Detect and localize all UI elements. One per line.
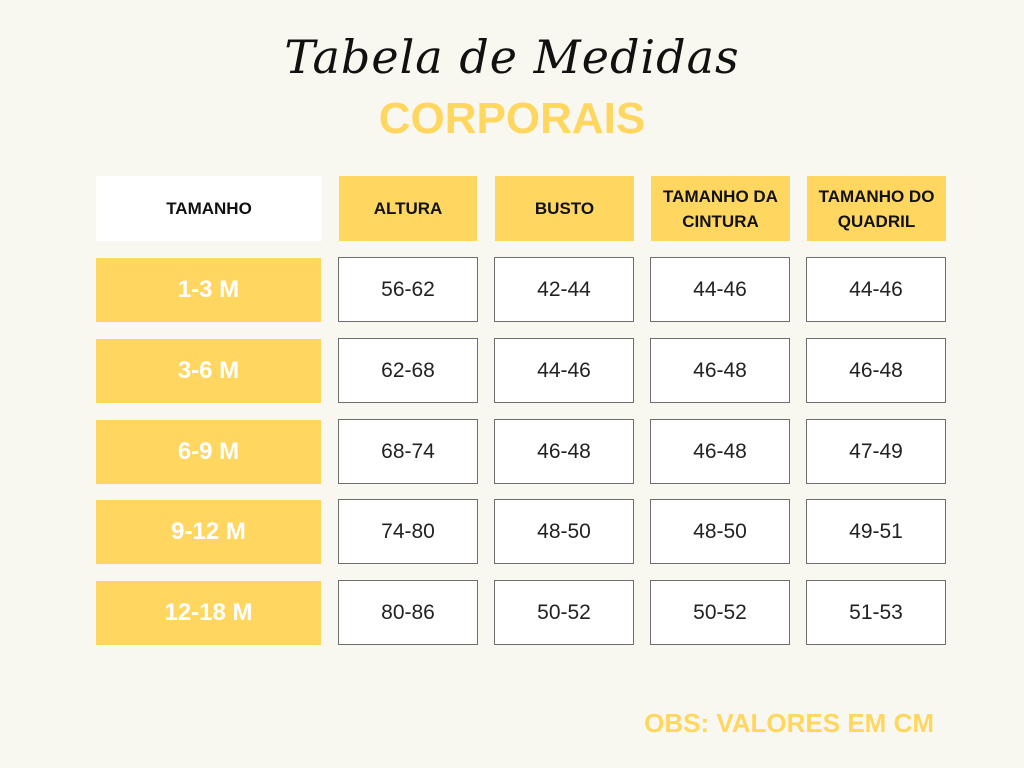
size-label: 12-18 M bbox=[96, 581, 321, 645]
header-busto: BUSTO bbox=[495, 176, 634, 241]
quadril-value: 51-53 bbox=[806, 580, 946, 645]
cintura-value: 48-50 bbox=[650, 499, 790, 564]
header-cintura: TAMANHO DA CINTURA bbox=[651, 176, 790, 241]
altura-value: 74-80 bbox=[338, 499, 478, 564]
header-altura: ALTURA bbox=[339, 176, 477, 241]
size-label: 9-12 M bbox=[96, 500, 321, 564]
quadril-value: 49-51 bbox=[806, 499, 946, 564]
quadril-value: 44-46 bbox=[806, 257, 946, 322]
cintura-value: 46-48 bbox=[650, 338, 790, 403]
busto-value: 44-46 bbox=[494, 338, 634, 403]
cintura-value: 44-46 bbox=[650, 257, 790, 322]
altura-value: 68-74 bbox=[338, 419, 478, 484]
quadril-value: 46-48 bbox=[806, 338, 946, 403]
busto-value: 46-48 bbox=[494, 419, 634, 484]
page-subtitle: CORPORAIS bbox=[378, 94, 646, 143]
busto-value: 50-52 bbox=[494, 580, 634, 645]
quadril-value: 47-49 bbox=[806, 419, 946, 484]
size-label: 1-3 M bbox=[96, 258, 321, 322]
cintura-value: 50-52 bbox=[650, 580, 790, 645]
units-note: OBS: VALORES EM CM bbox=[644, 708, 934, 738]
altura-value: 56-62 bbox=[338, 257, 478, 322]
busto-value: 48-50 bbox=[494, 499, 634, 564]
size-label: 3-6 M bbox=[96, 339, 321, 403]
altura-value: 62-68 bbox=[338, 338, 478, 403]
cintura-value: 46-48 bbox=[650, 419, 790, 484]
size-label: 6-9 M bbox=[96, 420, 321, 484]
header-quadril: TAMANHO DO QUADRIL bbox=[807, 176, 946, 241]
altura-value: 80-86 bbox=[338, 580, 478, 645]
busto-value: 42-44 bbox=[494, 257, 634, 322]
page-title: Tabela de Medidas bbox=[284, 30, 740, 84]
header-tamanho: TAMANHO bbox=[96, 176, 322, 241]
